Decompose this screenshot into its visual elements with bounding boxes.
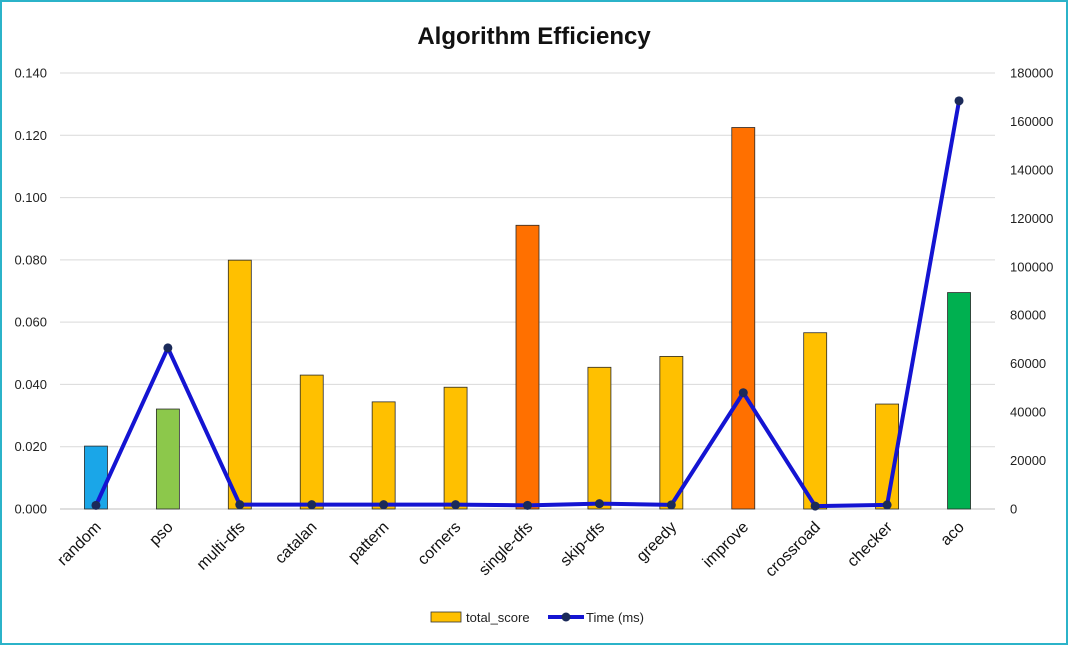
legend: total_score Time (ms) <box>430 610 644 625</box>
right-tick-label: 60000 <box>1010 356 1046 371</box>
left-tick-label: 0.120 <box>14 128 47 143</box>
time-point-corners <box>451 500 461 510</box>
time-point-checker <box>882 500 892 510</box>
left-tick-label: 0.080 <box>14 252 47 267</box>
left-tick-label: 0.140 <box>14 66 47 81</box>
time-point-crossroad <box>810 501 820 511</box>
legend-label-time: Time (ms) <box>586 610 644 625</box>
bar-multi-dfs <box>227 259 252 510</box>
bar-crossroad <box>803 332 828 510</box>
bar-skip-dfs <box>587 366 612 510</box>
left-tick-label: 0.060 <box>14 315 47 330</box>
bar-greedy <box>659 355 684 510</box>
category-label-aco: aco <box>938 519 968 549</box>
time-point-aco <box>954 96 964 106</box>
time-point-random <box>91 500 101 510</box>
time-point-pso <box>163 343 173 353</box>
left-tick-label: 0.040 <box>14 377 47 392</box>
time-point-pattern <box>379 500 389 510</box>
category-label-skip-dfs: skip-dfs <box>557 519 608 570</box>
bar-single-dfs <box>515 224 540 510</box>
left-tick-label: 0.100 <box>14 190 47 205</box>
bar-aco <box>947 292 971 510</box>
bar-improve <box>731 127 756 510</box>
right-axis: 0 20000 40000 60000 80000 100000 120000 140000 1… <box>1010 66 1053 517</box>
bar-catalan <box>299 374 324 510</box>
legend-label-total-score: total_score <box>466 610 530 625</box>
category-label-greedy: greedy <box>634 519 681 566</box>
right-tick-label: 0 <box>1010 502 1017 517</box>
time-point-multi-dfs <box>235 500 245 510</box>
bar-pso <box>155 408 180 510</box>
category-label-corners: corners <box>415 519 465 569</box>
time-point-catalan <box>307 500 317 510</box>
category-label-single-dfs: single-dfs <box>476 519 536 579</box>
right-tick-label: 100000 <box>1010 259 1053 274</box>
category-label-improve: improve <box>700 519 752 571</box>
right-tick-label: 140000 <box>1010 162 1053 177</box>
right-tick-label: 180000 <box>1010 66 1053 81</box>
category-label-catalan: catalan <box>272 519 321 568</box>
chart-title: Algorithm Efficiency <box>417 23 651 50</box>
right-tick-label: 160000 <box>1010 114 1053 129</box>
right-tick-label: 20000 <box>1010 453 1046 468</box>
category-label-multi-dfs: multi-dfs <box>194 519 249 574</box>
time-point-single-dfs <box>523 500 532 510</box>
left-tick-label: 0.000 <box>14 502 47 517</box>
line-series <box>91 96 964 511</box>
time-point-skip-dfs <box>594 499 604 509</box>
right-tick-label: 120000 <box>1010 211 1053 226</box>
time-point-greedy <box>666 500 676 510</box>
category-label-checker: checker <box>844 518 896 570</box>
bar-pattern <box>371 401 396 510</box>
category-label-pso: pso <box>146 519 176 549</box>
left-axis: 0.000 0.020 0.040 0.060 0.080 0.100 0.120 0.140 <box>14 66 47 517</box>
time-point-improve <box>738 388 748 398</box>
legend-swatch-time-marker <box>561 612 571 622</box>
category-label-crossroad: crossroad <box>762 519 824 581</box>
bar-corners <box>443 386 468 510</box>
right-tick-label: 40000 <box>1010 405 1046 420</box>
legend-swatch-total-score <box>430 611 462 623</box>
category-labels: random pso multi-dfs catalan pattern corners s… <box>54 518 968 580</box>
category-label-random: random <box>54 519 104 569</box>
bar-random <box>84 445 108 510</box>
right-tick-label: 80000 <box>1010 308 1046 323</box>
category-label-pattern: pattern <box>345 519 392 566</box>
left-tick-label: 0.020 <box>14 439 47 454</box>
